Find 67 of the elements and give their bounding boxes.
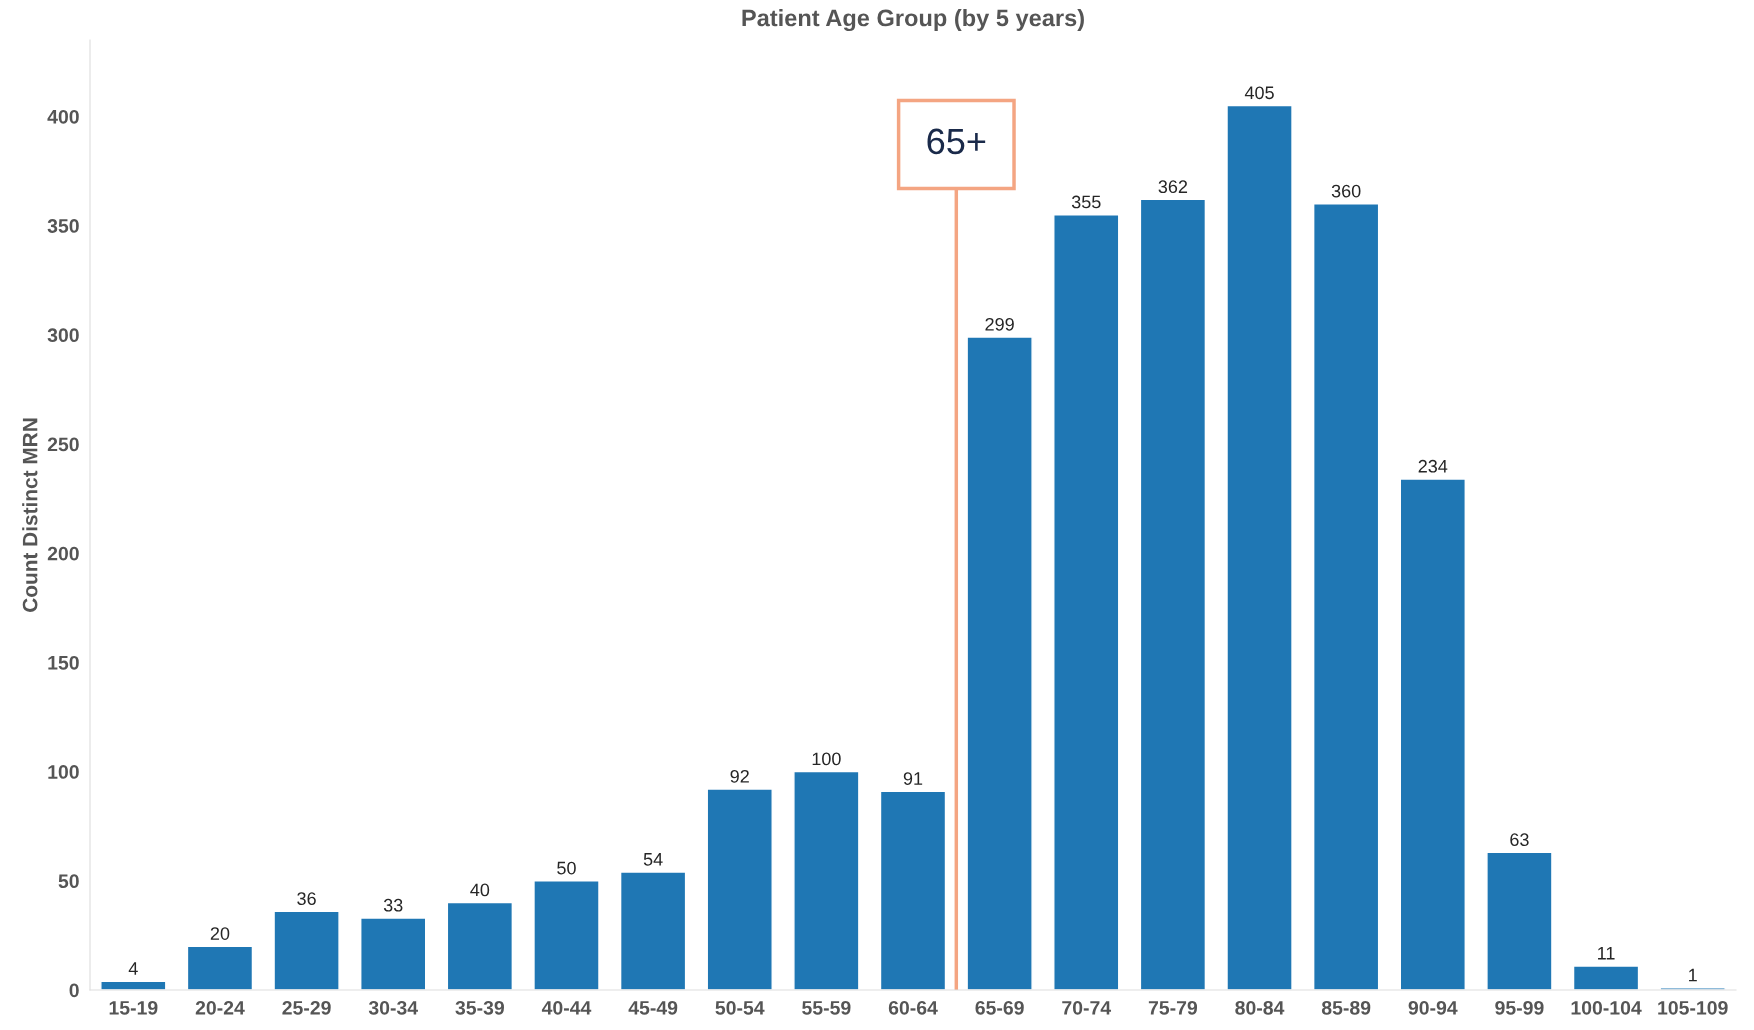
data-label: 54 [643,853,663,866]
x-tick-label: 20-24 [195,1000,245,1015]
data-label: 91 [903,772,923,785]
data-label: 20 [210,927,230,940]
y-tick-label: 400 [47,109,79,124]
bar [1053,214,1120,990]
bar [446,901,514,990]
data-label: 11 [1598,947,1615,960]
x-tick-label: 70-74 [1062,1000,1112,1015]
data-label: 63 [1510,833,1529,847]
x-tick-label: 65-69 [975,1000,1024,1015]
y-tick-label: 250 [47,437,79,452]
data-label: 362 [1158,180,1188,194]
bar [879,790,947,990]
bar [1139,198,1207,990]
x-tick-label: 15-19 [109,1000,158,1015]
bar [966,336,1033,990]
bar [793,770,860,990]
y-tick-label: 300 [47,328,79,343]
bar [1486,851,1553,990]
data-label: 234 [1418,459,1448,473]
data-label: 92 [730,769,749,783]
y-tick-label: 100 [48,765,79,779]
bar [1572,965,1640,990]
data-label: 360 [1331,184,1361,198]
x-tick-label: 75-79 [1148,1000,1198,1015]
data-label: 36 [297,892,316,906]
x-tick-label: 35-39 [455,1000,504,1015]
x-tick-label: 45-49 [628,1000,678,1015]
data-label: 299 [985,317,1014,331]
x-tick-label: 90-94 [1408,1000,1458,1015]
data-label: 100 [812,752,841,766]
y-tick-label: 50 [58,874,79,889]
bar [1226,104,1293,990]
x-tick-label: 25-29 [282,1000,331,1015]
data-label: 40 [470,883,490,897]
data-label: 1 [1689,968,1697,982]
y-axis-title: Count Distinct MRN [22,418,38,612]
data-label: 355 [1071,195,1101,209]
x-tick-label: 60-64 [888,1000,938,1015]
bar [360,917,427,990]
x-tick-label: 105-109 [1658,1000,1728,1015]
data-label: 4 [128,962,138,975]
data-label: 33 [383,898,403,912]
x-tick-label: 100-104 [1571,1000,1642,1015]
x-tick-label: 55-59 [802,1000,851,1015]
x-tick-label: 95-99 [1495,1000,1544,1015]
chart-title: Patient Age Group (by 5 years) [742,9,1084,32]
bar [533,880,600,990]
x-tick-label: 50-54 [715,1000,765,1015]
x-tick-label: 80-84 [1235,1000,1285,1015]
bar [619,871,687,990]
x-tick-label: 30-34 [368,1000,418,1015]
y-tick-label: 0 [69,983,79,998]
bar [273,910,340,990]
x-tick-label: 40-44 [541,1000,592,1015]
bar [706,788,773,990]
y-tick-label: 350 [47,219,79,233]
bar [1312,203,1380,990]
y-tick-label: 150 [48,655,79,670]
ref-line-label: 65+ [927,128,986,155]
data-label: 50 [557,861,576,875]
y-tick-label: 200 [47,546,79,561]
data-label: 405 [1244,86,1274,100]
x-tick-label: 85-89 [1321,1000,1371,1015]
bar [186,945,254,990]
bar [1399,478,1466,990]
